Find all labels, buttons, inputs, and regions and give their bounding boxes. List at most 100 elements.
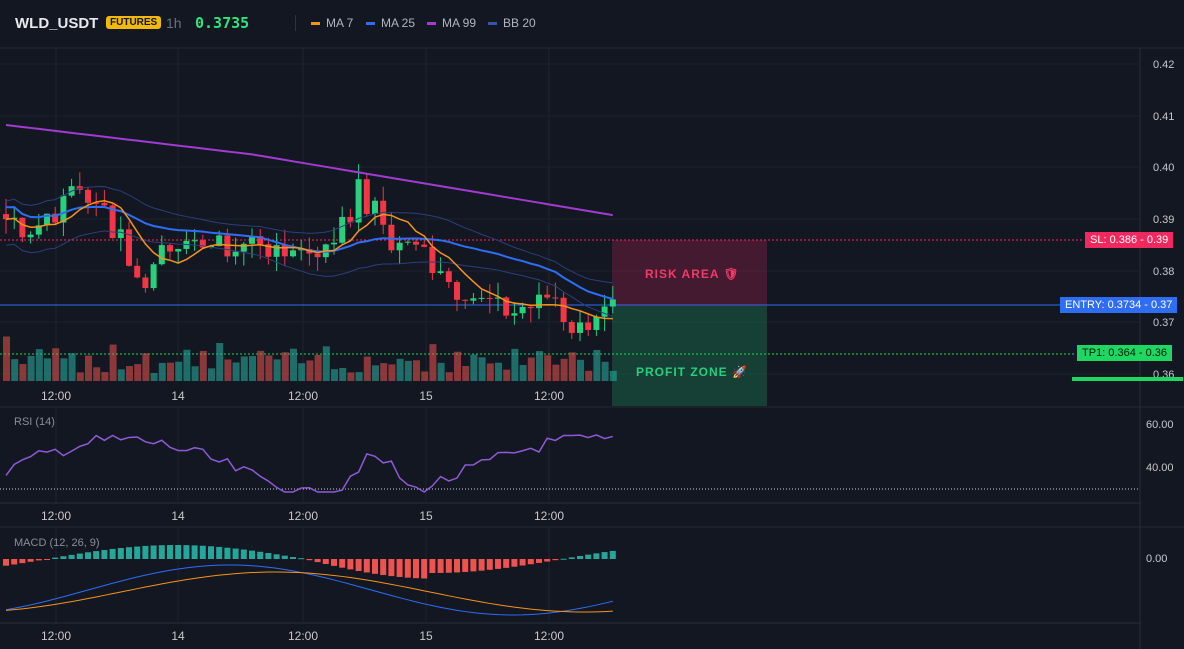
volume-bar xyxy=(511,348,519,381)
candle-body xyxy=(281,245,288,257)
price-axis-label: 0.39 xyxy=(1153,214,1174,226)
volume-bar xyxy=(503,369,511,381)
volume-bar xyxy=(232,362,240,381)
volume-bar xyxy=(454,351,461,381)
candle-body xyxy=(568,322,575,333)
volume-bar xyxy=(35,349,43,381)
candle-body xyxy=(609,299,616,307)
macd-histogram-bar xyxy=(609,550,616,559)
macd-histogram-bar xyxy=(60,556,67,559)
volume-bar xyxy=(224,359,232,381)
rsi-axis-label: 40.00 xyxy=(1146,462,1174,474)
macd-histogram-bar xyxy=(68,554,75,559)
candle-body xyxy=(216,235,223,246)
macd-histogram-bar xyxy=(355,559,362,571)
volume-bar xyxy=(519,364,527,381)
volume-bar xyxy=(372,365,379,381)
candle-body xyxy=(462,299,469,301)
macd-histogram-bar xyxy=(601,552,608,559)
rsi-line xyxy=(5,434,613,493)
volume-bar xyxy=(322,346,330,381)
macd-histogram-bar xyxy=(437,559,444,573)
macd-histogram-bar xyxy=(413,559,419,579)
legend-ma7[interactable]: MA 7 xyxy=(311,16,353,30)
candle-body xyxy=(388,224,395,251)
candle-body xyxy=(478,297,485,299)
macd-histogram-bar xyxy=(511,559,518,567)
last-price: 0.3735 xyxy=(195,14,250,32)
macd-histogram-bar xyxy=(224,547,231,559)
volume-bar xyxy=(167,362,174,381)
candle-body xyxy=(527,306,534,309)
volume-bar xyxy=(290,348,297,381)
macd-histogram-bar xyxy=(478,559,485,571)
macd-histogram-bar xyxy=(593,553,600,559)
volume-bar xyxy=(158,362,166,381)
macd-histogram-bar xyxy=(314,559,321,563)
volume-bar xyxy=(298,363,306,381)
volume-bar xyxy=(306,360,314,381)
candle-body xyxy=(396,242,403,251)
volume-bar xyxy=(421,371,429,381)
macd-histogram-bar xyxy=(216,546,223,559)
macd-histogram-bar xyxy=(117,548,124,559)
candle-body xyxy=(429,246,436,274)
volume-bar xyxy=(478,357,486,381)
volume-bar xyxy=(142,353,150,381)
legend-ma99[interactable]: MA 99 xyxy=(427,16,476,30)
ma25-label: MA 25 xyxy=(381,16,416,30)
time-axis-label: 12:00 xyxy=(41,389,71,403)
macd-histogram-bar xyxy=(265,553,272,559)
candle-body xyxy=(101,202,108,206)
macd-histogram-bar xyxy=(470,559,477,572)
volume-bar xyxy=(577,359,584,381)
volume-bar xyxy=(527,357,535,381)
candle-body xyxy=(511,313,518,316)
macd-histogram-bar xyxy=(134,546,141,559)
volume-bar xyxy=(281,352,289,381)
time-axis-label: 14 xyxy=(171,629,185,643)
legend-ma25[interactable]: MA 25 xyxy=(366,16,415,30)
candle-body xyxy=(593,316,600,330)
macd-histogram-bar xyxy=(396,559,403,577)
ma99-swatch xyxy=(427,21,436,25)
ma7-label: MA 7 xyxy=(326,16,354,30)
volume-bar xyxy=(216,342,224,381)
volume-bar xyxy=(101,372,109,381)
macd-histogram-bar xyxy=(85,552,91,559)
time-axis-label: 12:00 xyxy=(288,509,318,523)
candle-body xyxy=(134,265,141,278)
volume-bar xyxy=(76,372,84,381)
volume-bar xyxy=(495,362,502,381)
macd-histogram-bar xyxy=(454,559,460,573)
candle-body xyxy=(109,205,116,239)
macd-histogram-bar xyxy=(3,559,9,566)
candle-body xyxy=(552,297,559,299)
macd-histogram-bar xyxy=(290,557,296,559)
symbol-name[interactable]: WLD_USDT xyxy=(15,15,99,32)
macd-histogram-bar xyxy=(93,551,100,559)
macd-histogram-bar xyxy=(544,559,551,562)
volume-bar xyxy=(27,355,35,381)
candle-body xyxy=(314,253,321,258)
candle-body xyxy=(117,229,124,239)
volume-bar xyxy=(593,349,601,381)
time-axis-label: 12:00 xyxy=(41,629,71,643)
macd-histogram-bar xyxy=(568,557,575,559)
time-axis-label: 15 xyxy=(419,629,433,643)
candle-body xyxy=(44,213,50,226)
macd-signal-line xyxy=(5,571,613,613)
macd-histogram-bar xyxy=(388,559,395,577)
candle-body xyxy=(150,264,157,289)
volume-bar xyxy=(404,360,412,381)
macd-histogram-bar xyxy=(142,545,149,559)
legend-bb20[interactable]: BB 20 xyxy=(488,16,536,30)
macd-histogram-bar xyxy=(35,559,42,561)
futures-badge: FUTURES xyxy=(106,16,162,29)
timeframe-selector[interactable]: 1h xyxy=(166,15,182,31)
macd-histogram-bar xyxy=(527,559,534,565)
volume-bar xyxy=(355,372,363,381)
time-axis-label: 12:00 xyxy=(288,629,318,643)
macd-histogram-bar xyxy=(109,548,116,559)
